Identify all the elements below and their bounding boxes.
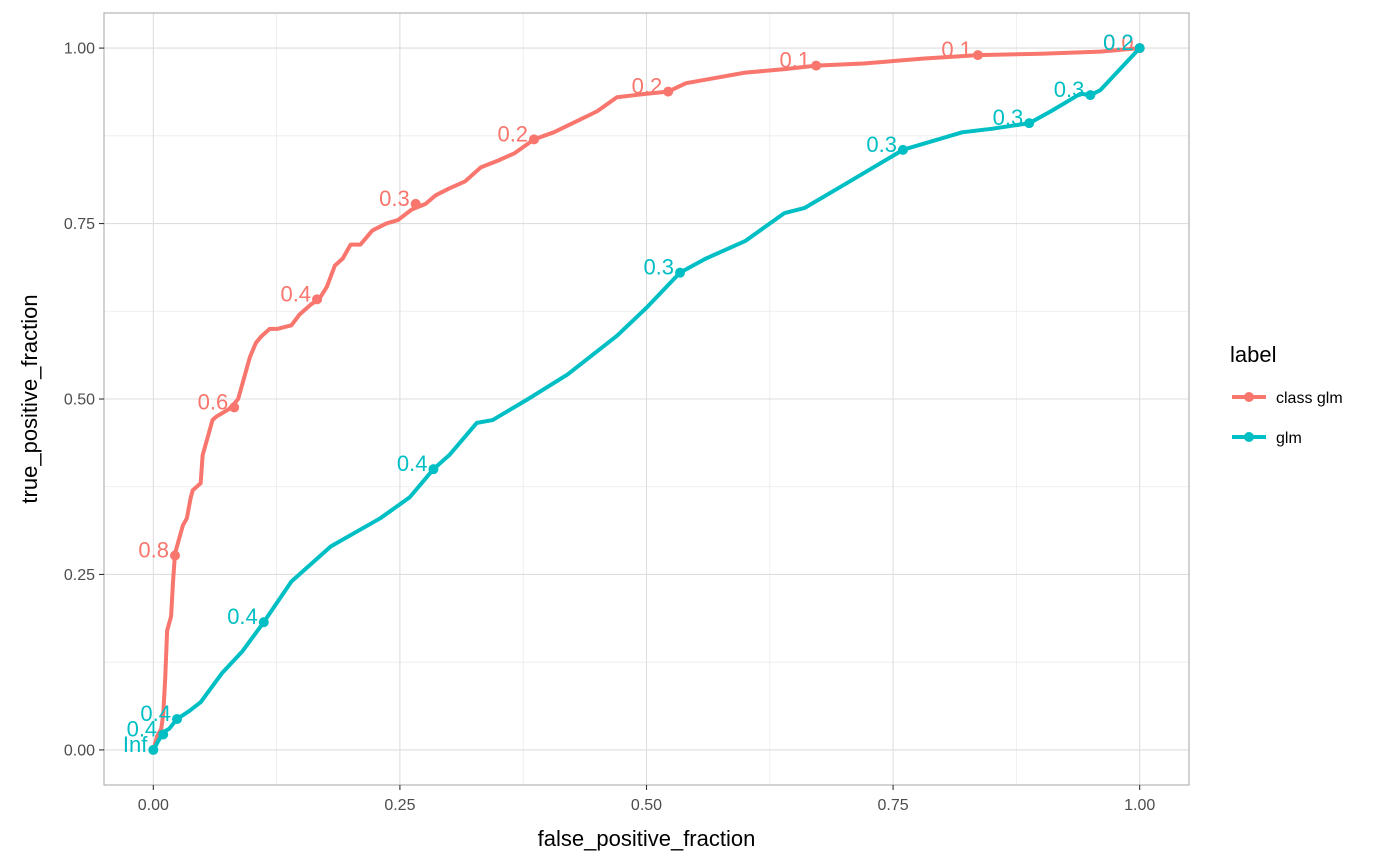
cutoff-point [428, 464, 439, 475]
cutoff-label: 0.3 [993, 105, 1024, 130]
cutoff-point [675, 267, 686, 278]
cutoff-point [897, 144, 908, 155]
y-axis-title: true_positive_fraction [17, 294, 42, 503]
cutoff-label: 0.8 [138, 538, 169, 563]
cutoff-label: 0.4 [280, 281, 311, 306]
x-axis-title: false_positive_fraction [538, 826, 756, 851]
y-tick-label: 0.25 [64, 567, 95, 584]
cutoff-point [258, 617, 269, 628]
legend-title: label [1230, 342, 1276, 367]
cutoff-label: 0.2 [497, 121, 528, 146]
x-axis-ticks: 0.00 0.25 0.50 0.75 1.00 [138, 785, 1155, 814]
series-line-glm [151, 46, 1142, 752]
y-tick-label: 0.50 [64, 392, 95, 409]
x-tick-label: 0.75 [878, 797, 909, 814]
legend-label: glm [1276, 430, 1302, 447]
x-tick-label: 0.25 [384, 797, 415, 814]
series-line-class-glm [151, 46, 1142, 752]
legend-entries: class glm glm [1232, 390, 1343, 447]
y-tick-label: 1.00 [64, 41, 95, 58]
y-tick-label: 0.00 [64, 742, 95, 759]
cutoff-point [1134, 43, 1145, 54]
cutoff-label: 0.2 [632, 74, 663, 99]
cutoff-label: 0.4 [140, 701, 171, 726]
legend-label: class glm [1276, 390, 1343, 407]
legend-key-point [1244, 432, 1254, 442]
cutoff-point [811, 60, 822, 71]
cutoff-label: 0.3 [866, 132, 897, 157]
cutoff-point [158, 729, 169, 740]
cutoff-label: 0.0 [1103, 30, 1134, 55]
x-tick-label: 0.00 [138, 797, 169, 814]
cutoff-label: 0.3 [1054, 77, 1085, 102]
cutoff-point [663, 86, 674, 97]
x-tick-label: 0.50 [631, 797, 662, 814]
cutoff-label: 0.1 [941, 37, 972, 62]
cutoff-point [229, 402, 240, 413]
major-gridlines [104, 13, 1189, 785]
cutoff-label: 0.1 [780, 48, 811, 73]
cutoff-point [170, 550, 181, 561]
cutoff-label: 0.4 [127, 716, 158, 741]
cutoff-point [1085, 90, 1096, 101]
cutoff-point [410, 198, 421, 209]
cutoff-point [972, 50, 983, 61]
cutoff-point [1024, 118, 1035, 129]
cutoff-label: 0.3 [379, 186, 410, 211]
series-points [148, 43, 1145, 755]
series-point-labels: 0.80.60.40.30.20.20.1 0.1 0.0Inf0.40.40.40… [123, 30, 1134, 757]
y-tick-label: 0.75 [64, 216, 95, 233]
cutoff-label: 0.4 [227, 604, 258, 629]
legend-key-point [1244, 392, 1254, 402]
legend: label class glm glm [1230, 342, 1343, 447]
cutoff-label: 0.3 [643, 255, 674, 280]
cutoff-label: 0.2 [1103, 30, 1134, 55]
cutoff-label: Inf [123, 732, 148, 757]
cutoff-label: 0.4 [397, 451, 428, 476]
cutoff-label: 0.6 [198, 389, 229, 414]
cutoff-point [148, 744, 159, 755]
y-axis-ticks: 0.00 0.25 0.50 0.75 1.00 [64, 41, 104, 759]
cutoff-point [529, 134, 540, 145]
cutoff-point [312, 294, 323, 305]
cutoff-point [171, 714, 182, 725]
series-lines [151, 46, 1142, 752]
x-tick-label: 1.00 [1124, 797, 1155, 814]
